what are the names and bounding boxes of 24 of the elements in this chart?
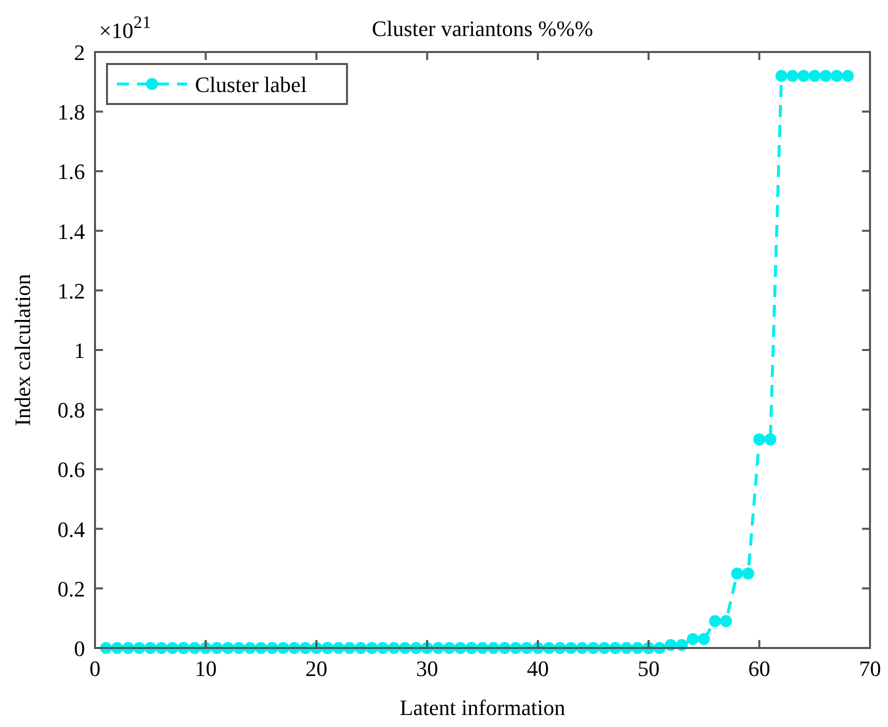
y-tick-label: 0 (74, 636, 85, 661)
y-tick-label: 1.8 (58, 100, 85, 125)
y-tick-label: 0.8 (58, 398, 85, 423)
y-tick-label: 0.2 (58, 576, 85, 602)
x-tick-label: 40 (526, 656, 549, 681)
y-tick-label: 1 (74, 338, 85, 363)
x-tick-label: 0 (90, 656, 100, 681)
y-tick-label: 1.2 (58, 278, 85, 304)
y-tick-label: 0.4 (58, 516, 85, 542)
x-tick-label: 70 (859, 656, 881, 681)
y-axis-title: Index calculation (10, 274, 35, 426)
x-tick-label: 50 (638, 656, 660, 681)
legend-label: Cluster label (195, 72, 307, 97)
text: ×10$^{21}$ (99, 12, 152, 43)
x-tick-label: 60 (748, 656, 770, 681)
x-axis-title: Latent information (400, 695, 566, 720)
y-tick-label: 0.6 (58, 457, 85, 482)
x-tick-label: 30 (416, 656, 438, 681)
y-tick-label: 2 (74, 40, 85, 65)
chart-title: Cluster variantons %%% (372, 16, 594, 41)
x-tick-label: 10 (194, 656, 217, 681)
y-tick-label: 1.4 (58, 218, 85, 244)
y-tick-label: 1.6 (58, 159, 85, 184)
x-tick-label: 20 (305, 656, 328, 681)
